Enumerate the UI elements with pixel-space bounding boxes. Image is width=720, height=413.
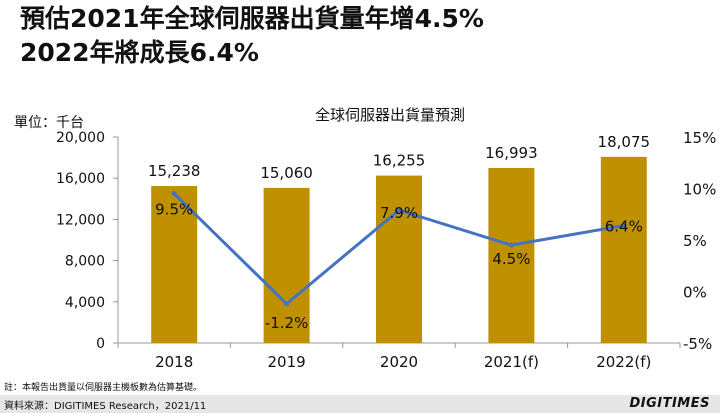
y-axis-right-tick-label: 5% — [683, 232, 707, 250]
y-axis-right-tick-label: 15% — [683, 129, 716, 147]
bar — [376, 175, 422, 343]
bar-value-label: 18,075 — [598, 133, 651, 151]
growth-value-label: 6.4% — [605, 218, 643, 236]
digitimes-logo: DIGITIMES — [629, 396, 710, 411]
x-axis-tick-label: 2022(f) — [596, 353, 651, 371]
chart-title: 全球伺服器出貨量預測 — [315, 106, 465, 124]
x-axis-tick-label: 2021(f) — [484, 353, 539, 371]
y-axis-left-tick-label: 8,000 — [65, 254, 105, 270]
bar-value-label: 15,060 — [260, 164, 313, 182]
bar — [263, 187, 310, 343]
growth-value-label: 7.9% — [380, 204, 418, 222]
bar — [488, 167, 535, 343]
footer-bar — [0, 395, 720, 413]
y-axis-left-tick-label: 4,000 — [65, 295, 105, 311]
y-axis-left-tick-label: 12,000 — [56, 212, 105, 228]
headline-line-1: 預估2021年全球伺服器出貨量年增4.5% — [20, 4, 484, 33]
growth-value-label: 4.5% — [492, 250, 530, 268]
footnote: 註：本報告出貨量以伺服器主機板數為估算基礎。 — [4, 383, 203, 393]
y-axis-left-tick-label: 16,000 — [56, 171, 105, 187]
headline-line-2: 2022年將成長6.4% — [20, 38, 259, 67]
unit-label: 單位：千台 — [14, 115, 84, 131]
source-text: 資料來源：DIGITIMES Research，2021/11 — [4, 401, 207, 412]
x-axis-tick-label: 2020 — [380, 353, 418, 371]
bar-value-label: 16,993 — [485, 144, 538, 162]
y-axis-left-tick-label: 0 — [96, 336, 105, 352]
growth-value-label: -1.2% — [265, 314, 309, 332]
y-axis-right-tick-label: -5% — [683, 335, 712, 353]
y-axis-right-tick-label: 10% — [683, 181, 716, 199]
headline: 預估2021年全球伺服器出貨量年增4.5% 2022年將成長6.4% — [20, 2, 484, 70]
growth-point — [508, 242, 514, 248]
growth-point — [396, 207, 402, 213]
y-axis-right-tick-label: 0% — [683, 284, 707, 302]
growth-point — [284, 301, 290, 307]
growth-value-label: 9.5% — [155, 201, 193, 219]
y-axis-left-tick-label: 20,000 — [56, 130, 105, 146]
x-axis-tick-label: 2019 — [268, 353, 306, 371]
growth-point — [621, 223, 627, 229]
bar-value-label: 15,238 — [148, 162, 201, 180]
bar-value-label: 16,255 — [373, 152, 426, 170]
growth-point — [171, 191, 177, 197]
x-axis-tick-label: 2018 — [155, 353, 193, 371]
bar — [600, 156, 647, 343]
bar — [151, 186, 198, 343]
